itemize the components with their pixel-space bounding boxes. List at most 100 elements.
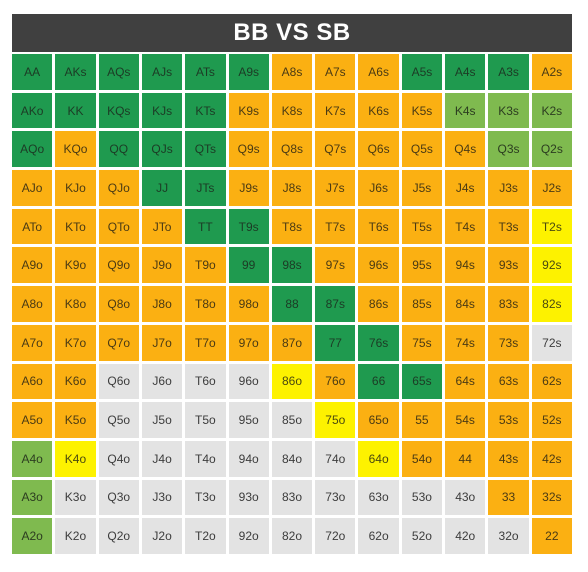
hand-cell: 88 [271,286,313,322]
hand-cell: Q5s [401,131,443,168]
hand-cell: T5o [185,402,226,438]
hand-cell: AA [12,54,53,90]
hand-cell: 95o [228,402,269,438]
hand-cell: 33 [488,479,529,516]
hand-cell: J9o [141,247,183,284]
hand-cell: 42s [531,440,572,477]
hand-cell: J4o [141,440,183,477]
hand-cell: 42o [445,518,486,554]
hand-cell: 83o [271,479,313,516]
hand-cell: A7o [12,324,53,361]
hand-cell: A9o [12,247,53,284]
hand-cell: 66 [358,363,399,400]
hand-cell: J4s [445,170,486,206]
hand-cell: A5o [12,402,53,438]
hand-cell: 32s [531,479,572,516]
hand-cell: 84o [271,440,313,477]
hand-cell: J6s [358,170,399,206]
hand-cell: 86s [358,286,399,322]
hand-cell: 43s [488,440,529,477]
hand-cell: A2s [531,54,572,90]
hand-cell: Q7o [98,324,139,361]
hand-cell: K9s [228,92,269,129]
hand-cell: T8s [271,208,313,245]
hand-cell: J6o [141,363,183,400]
hand-cell: 75s [401,324,443,361]
hand-cell: Q6o [98,363,139,400]
hand-cell: AQs [98,54,139,90]
hand-cell: T3o [185,479,226,516]
hand-cell: Q9s [228,131,269,168]
hand-cell: ATo [12,208,53,245]
hand-cell: J3s [488,170,529,206]
hand-cell: 55 [401,402,443,438]
hand-cell: K4o [55,440,96,477]
hand-cell: A2o [12,518,53,554]
hand-cell: 75o [315,402,356,438]
hand-cell: 72o [315,518,356,554]
hand-cell: JJ [141,170,183,206]
hand-cell: 63s [488,363,529,400]
hand-cell: QJo [98,170,139,206]
hand-cell: 63o [358,479,399,516]
hand-cell: 73o [315,479,356,516]
hand-cell: Q3s [488,131,529,168]
hand-cell: 53o [401,479,443,516]
hand-cell: AKs [55,54,96,90]
hand-cell: K3s [488,92,529,129]
hand-cell: Q2o [98,518,139,554]
hand-cell: Q4o [98,440,139,477]
hand-cell: AKo [12,92,53,129]
hand-cell: AJs [141,54,183,90]
hand-cell: K6o [55,363,96,400]
hand-cell: J3o [141,479,183,516]
hand-cell: 54s [445,402,486,438]
hand-cell: K6s [358,92,399,129]
hand-cell: A6o [12,363,53,400]
hand-cell: 65o [358,402,399,438]
hand-cell: 93o [228,479,269,516]
hand-cell: K9o [55,247,96,284]
hand-cell: J8o [141,286,183,322]
hand-cell: 98s [271,247,313,284]
hand-cell: TT [185,208,226,245]
hand-cell: 86o [271,363,313,400]
hand-cell: 97o [228,324,269,361]
hand-cell: 44 [445,440,486,477]
hand-cell: 62o [358,518,399,554]
hand-cell: 43o [445,479,486,516]
hand-cell: A9s [228,54,269,90]
hand-cell: KTo [55,208,96,245]
hand-cell: 54o [401,440,443,477]
hand-cell: 94o [228,440,269,477]
hand-cell: 74o [315,440,356,477]
hand-cell: T2o [185,518,226,554]
hand-cell: T4o [185,440,226,477]
hand-cell: A7s [315,54,356,90]
hand-cell: 77 [315,324,356,361]
hand-cell: Q4s [445,131,486,168]
hand-cell: AQo [12,131,53,168]
hand-cell: 82s [531,286,572,322]
hand-cell: J8s [271,170,313,206]
hand-cell: A5s [401,54,443,90]
hand-cell: KK [55,92,96,129]
hand-cell: 76o [315,363,356,400]
hand-cell: A6s [358,54,399,90]
hand-cell: KTs [185,92,226,129]
hand-cell: KJs [141,92,183,129]
hand-cell: 82o [271,518,313,554]
hand-cell: Q8s [271,131,313,168]
hand-cell: 87s [315,286,356,322]
hand-cell: QJs [141,131,183,168]
hand-cell: KJo [55,170,96,206]
hand-cell: K5o [55,402,96,438]
hand-cell: A4o [12,440,53,477]
hand-cell: 83s [488,286,529,322]
hand-cell: 52s [531,402,572,438]
hand-cell: T9s [228,208,269,245]
hand-cell: Q5o [98,402,139,438]
hand-cell: K7o [55,324,96,361]
hand-cell: A4s [445,54,486,90]
hand-cell: 95s [401,247,443,284]
